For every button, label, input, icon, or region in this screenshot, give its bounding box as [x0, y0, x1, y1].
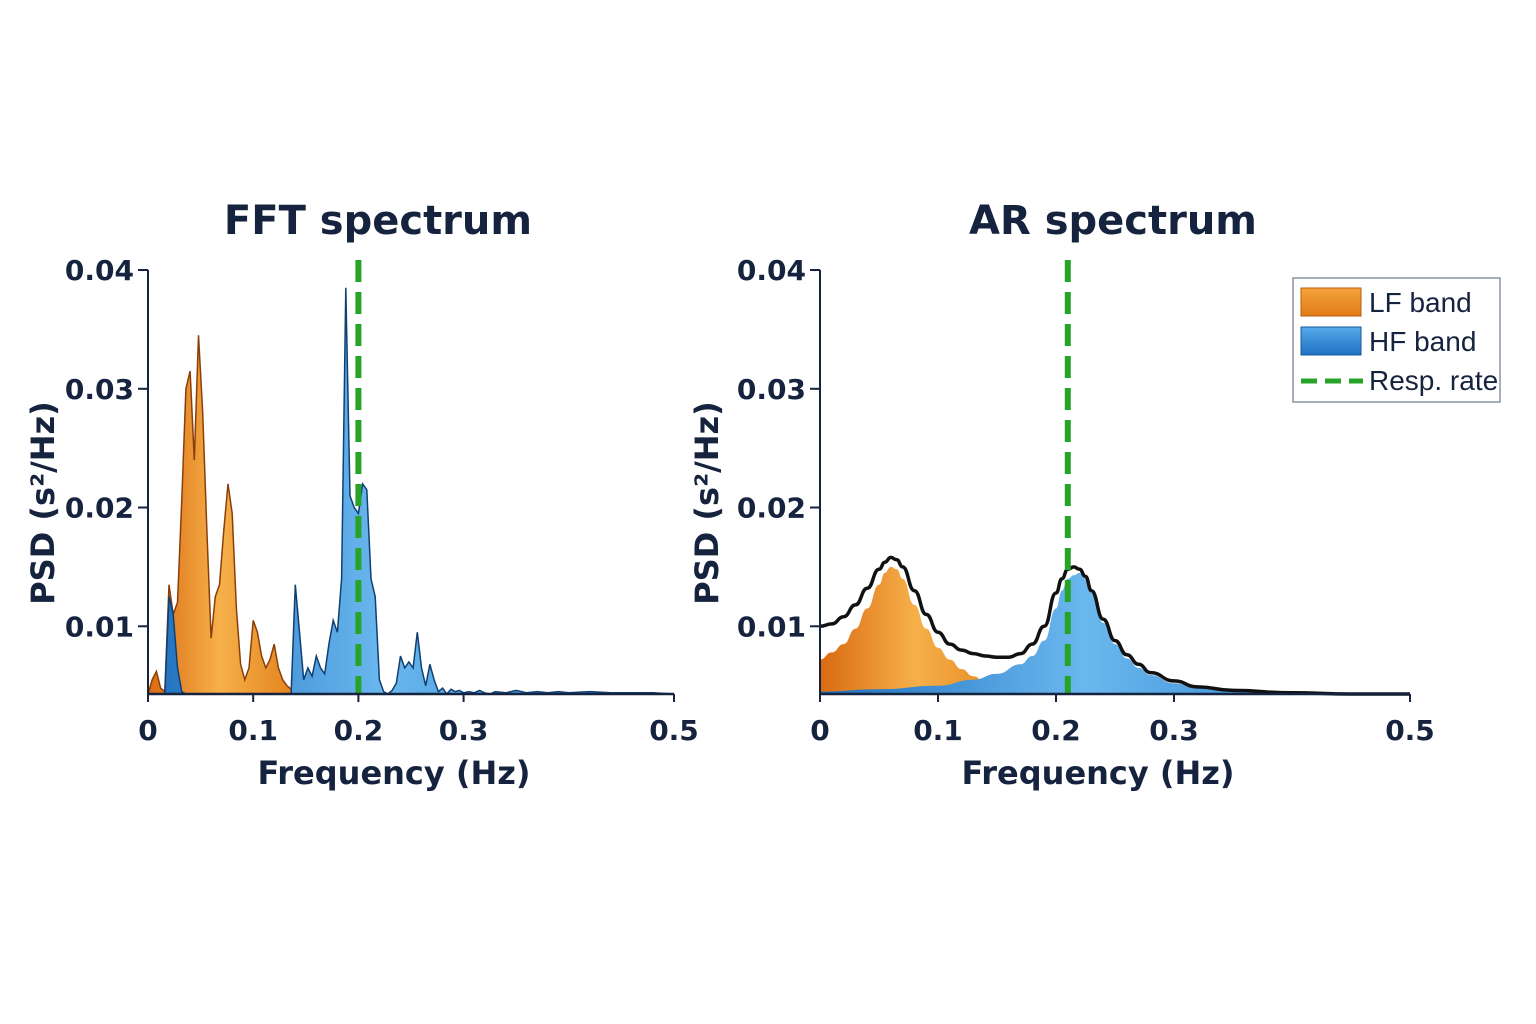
ar-y-axis-label: PSD (s²/Hz)	[688, 401, 726, 605]
fft-plot-area	[146, 260, 675, 696]
fft-title: FFT spectrum	[224, 198, 532, 244]
legend: LF band HF band Resp. rate	[1292, 277, 1501, 403]
ar-x-ticks: 0 0.1 0.2 0.3 0.5	[810, 694, 1435, 747]
fft-y-tick-label: 0.01	[65, 610, 134, 643]
ar-y-tick-label: 0.03	[737, 373, 806, 406]
ar-lf-band-area	[820, 566, 1033, 694]
ar-x-tick-label: 0.2	[1031, 714, 1081, 747]
legend-swatch-lf	[1300, 287, 1362, 317]
fft-x-tick-label: 0	[138, 714, 157, 747]
legend-label-resp: Resp. rate	[1369, 365, 1498, 396]
ar-panel: AR spectrum 0.010.020.030.04 0 0.1 0.2 0.3 0…	[688, 198, 1435, 792]
fft-x-ticks: 0 0.1 0.2 0.3 0.5	[138, 694, 699, 747]
ar-x-axis-label: Frequency (Hz)	[961, 754, 1234, 792]
ar-hf-band-area	[820, 572, 1410, 694]
ar-plot-area	[819, 260, 1410, 696]
fft-lf-band-area	[146, 335, 308, 695]
legend-label-lf: LF band	[1369, 287, 1472, 318]
fft-x-tick-label: 0.5	[649, 714, 699, 747]
ar-x-tick-label: 0.5	[1385, 714, 1435, 747]
fft-y-tick-label: 0.02	[65, 492, 134, 525]
ar-y-tick-label: 0.02	[737, 492, 806, 525]
fft-panel: FFT spectrum 0.01 0.02 0.03 0.04 0 0.1 0.2 0.3…	[24, 198, 699, 792]
fft-x-tick-label: 0.1	[228, 714, 278, 747]
fft-y-tick-label: 0.03	[65, 373, 134, 406]
fft-x-axis-label: Frequency (Hz)	[257, 754, 530, 792]
fft-y-ticks: 0.01 0.02 0.03 0.04	[65, 254, 148, 643]
ar-x-tick-label: 0.1	[913, 714, 963, 747]
ar-title: AR spectrum	[969, 198, 1257, 244]
ar-ar-total-line	[819, 555, 1410, 696]
legend-swatch-hf	[1300, 326, 1362, 356]
ar-y-tick-label: 0.04	[737, 254, 806, 287]
fft-x-tick-label: 0.2	[334, 714, 384, 747]
ar-x-tick-label: 0.3	[1149, 714, 1199, 747]
ar-x-tick-label: 0	[810, 714, 829, 747]
fft-hf-band-area	[148, 287, 675, 696]
fft-y-tick-label: 0.04	[65, 254, 134, 287]
fft-x-tick-label: 0.3	[439, 714, 489, 747]
legend-label-hf: HF band	[1369, 326, 1476, 357]
ar-y-tick-label: 0.01	[737, 610, 806, 643]
ar-y-ticks: 0.01 0.02 0.03 0.04	[737, 254, 820, 643]
fft-y-axis-label: PSD (s²/Hz)	[24, 401, 62, 605]
